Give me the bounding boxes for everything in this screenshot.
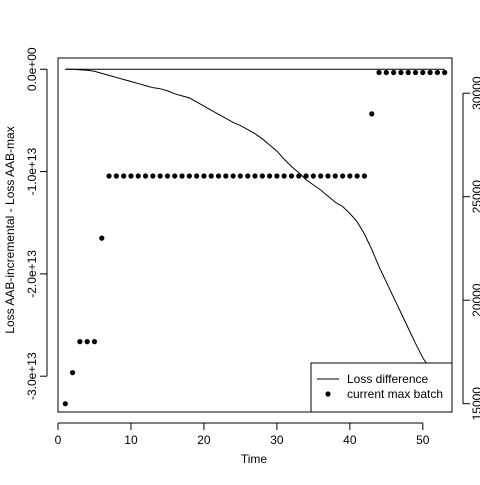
max-batch-point <box>106 173 112 179</box>
max-batch-point <box>179 173 185 179</box>
legend-point-symbol <box>325 391 331 397</box>
max-batch-point <box>84 339 90 345</box>
max-batch-point <box>237 173 244 179</box>
max-batch-point <box>201 173 207 179</box>
max-batch-point <box>376 69 382 76</box>
max-batch-point <box>128 173 134 179</box>
x-tick-label: 10 <box>124 433 138 447</box>
plot-frame <box>57 57 453 413</box>
max-batch-point <box>369 111 375 117</box>
max-batch-point <box>164 173 171 179</box>
max-batch-point <box>208 173 214 179</box>
max-batch-point <box>347 173 353 179</box>
max-batch-point <box>223 173 229 179</box>
max-batch-point <box>288 173 295 179</box>
max-batch-point <box>135 173 141 179</box>
max-batch-point <box>99 235 105 241</box>
y-right-tick-label: 25000 <box>470 180 480 214</box>
loss-difference-line <box>65 68 445 386</box>
max-batch-point <box>259 173 265 179</box>
y-tick-label: -3.0e+13 <box>25 352 39 400</box>
legend-label: current max batch <box>347 387 443 401</box>
max-batch-point <box>325 173 331 179</box>
max-batch-point <box>434 69 441 76</box>
max-batch-point <box>62 401 68 407</box>
max-batch-point <box>281 173 287 179</box>
max-batch-point <box>296 173 302 179</box>
x-tick-label: 30 <box>270 433 284 447</box>
x-tick-label: 20 <box>197 433 211 447</box>
max-batch-point <box>113 173 119 179</box>
y-axis-label: Loss AAB-incremental - Loss AAB-max <box>3 126 17 333</box>
max-batch-point <box>412 69 419 76</box>
max-batch-point <box>245 173 251 179</box>
max-batch-point <box>354 173 360 179</box>
y-right-tick-label: 30000 <box>470 76 480 110</box>
axes-group: 0 10 20 30 40 50 0.0e+00 -1.0e+13 -2.0e+13 -3.0e+… <box>25 47 480 447</box>
max-batch-point <box>194 173 200 179</box>
max-batch-point <box>121 173 127 179</box>
max-batch-point <box>274 173 280 179</box>
x-tick-label: 50 <box>416 433 430 447</box>
max-batch-point <box>230 173 236 179</box>
max-batch-point <box>150 173 156 179</box>
max-batch-point <box>361 173 368 179</box>
y-tick-label: 0.0e+00 <box>25 47 39 91</box>
max-batch-point <box>318 173 324 179</box>
legend-label: Loss difference <box>347 372 428 386</box>
max-batch-point <box>405 69 411 76</box>
max-batch-point <box>186 173 192 179</box>
max-batch-point <box>383 69 389 76</box>
x-tick-label: 0 <box>55 433 62 447</box>
max-batch-point <box>215 173 222 179</box>
max-batch-point <box>303 173 309 179</box>
marks-group <box>62 68 448 407</box>
max-batch-point <box>398 69 404 76</box>
y-tick-label: -2.0e+13 <box>25 250 39 298</box>
max-batch-point <box>77 339 83 345</box>
x-axis-label: Time <box>241 452 268 466</box>
x-tick-label: 40 <box>343 433 357 447</box>
max-batch-point <box>142 173 149 179</box>
y-right-tick-label: 15000 <box>470 387 480 421</box>
max-batch-point <box>310 173 316 179</box>
max-batch-point <box>252 173 258 179</box>
max-batch-point <box>69 370 76 376</box>
max-batch-point <box>391 69 397 76</box>
max-batch-point <box>157 173 163 179</box>
max-batch-point <box>332 173 338 179</box>
max-batch-point <box>442 69 448 76</box>
max-batch-point <box>339 173 346 179</box>
legend-box <box>310 362 453 413</box>
y-tick-label: -1.0e+13 <box>25 147 39 195</box>
max-batch-point <box>427 69 433 76</box>
max-batch-point <box>266 173 273 179</box>
y-right-tick-label: 20000 <box>470 283 480 317</box>
max-batch-point <box>91 339 98 345</box>
max-batch-point <box>172 173 178 179</box>
max-batch-point <box>420 69 426 76</box>
